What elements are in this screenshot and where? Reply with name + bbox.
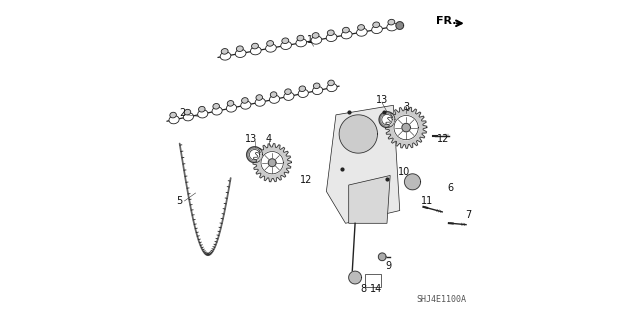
Text: 1: 1 xyxy=(307,35,314,45)
Ellipse shape xyxy=(372,26,382,33)
Ellipse shape xyxy=(282,38,289,44)
Text: 12: 12 xyxy=(436,134,449,144)
Polygon shape xyxy=(394,115,419,140)
Ellipse shape xyxy=(327,30,334,36)
Ellipse shape xyxy=(236,46,243,52)
Polygon shape xyxy=(349,175,390,223)
Text: 12: 12 xyxy=(300,175,312,185)
Ellipse shape xyxy=(227,104,237,112)
Text: 8: 8 xyxy=(360,284,366,294)
Ellipse shape xyxy=(281,41,291,49)
Text: 4: 4 xyxy=(266,134,272,144)
Text: FR.: FR. xyxy=(436,16,456,26)
Polygon shape xyxy=(349,271,362,284)
Text: 10: 10 xyxy=(399,167,411,177)
Ellipse shape xyxy=(250,47,261,55)
Text: 2: 2 xyxy=(180,108,186,118)
Ellipse shape xyxy=(255,98,265,106)
Ellipse shape xyxy=(312,86,323,94)
Text: 14: 14 xyxy=(370,284,382,294)
Text: 6: 6 xyxy=(448,183,454,193)
Polygon shape xyxy=(246,147,262,163)
Ellipse shape xyxy=(296,39,307,47)
Ellipse shape xyxy=(221,48,228,54)
Ellipse shape xyxy=(212,107,222,115)
Text: 11: 11 xyxy=(420,196,433,206)
Text: 13: 13 xyxy=(245,134,257,144)
Polygon shape xyxy=(378,253,386,261)
Ellipse shape xyxy=(269,95,280,103)
Ellipse shape xyxy=(314,83,320,89)
Polygon shape xyxy=(253,144,291,182)
Ellipse shape xyxy=(311,36,322,44)
Ellipse shape xyxy=(198,110,208,118)
Ellipse shape xyxy=(327,84,337,92)
Ellipse shape xyxy=(284,92,294,100)
Ellipse shape xyxy=(241,101,251,109)
Polygon shape xyxy=(250,150,260,160)
Ellipse shape xyxy=(252,43,259,49)
Polygon shape xyxy=(396,22,404,29)
Polygon shape xyxy=(402,123,410,132)
Ellipse shape xyxy=(183,113,193,121)
Ellipse shape xyxy=(372,22,380,28)
Ellipse shape xyxy=(270,92,277,97)
Ellipse shape xyxy=(388,19,395,25)
Text: SHJ4E1100A: SHJ4E1100A xyxy=(416,295,466,304)
Ellipse shape xyxy=(358,25,365,30)
Ellipse shape xyxy=(387,23,397,31)
Text: 5: 5 xyxy=(177,196,183,206)
Text: 3: 3 xyxy=(403,102,409,112)
Polygon shape xyxy=(261,152,284,174)
Ellipse shape xyxy=(227,100,234,106)
Polygon shape xyxy=(326,105,400,223)
Ellipse shape xyxy=(297,35,304,41)
Ellipse shape xyxy=(299,86,305,92)
Ellipse shape xyxy=(256,95,262,100)
Ellipse shape xyxy=(326,33,337,41)
Ellipse shape xyxy=(267,41,273,46)
Ellipse shape xyxy=(169,116,179,124)
Ellipse shape xyxy=(220,52,231,60)
Ellipse shape xyxy=(312,33,319,38)
Ellipse shape xyxy=(356,28,367,36)
Text: 9: 9 xyxy=(385,261,392,271)
Ellipse shape xyxy=(298,89,308,98)
Polygon shape xyxy=(404,174,420,190)
Text: 13: 13 xyxy=(376,95,388,106)
Ellipse shape xyxy=(341,31,352,39)
Text: 7: 7 xyxy=(465,210,472,220)
Ellipse shape xyxy=(328,80,334,86)
Polygon shape xyxy=(385,107,427,148)
Ellipse shape xyxy=(184,109,191,115)
Polygon shape xyxy=(339,115,378,153)
Ellipse shape xyxy=(241,98,248,103)
Polygon shape xyxy=(382,115,392,125)
Polygon shape xyxy=(379,112,395,128)
Polygon shape xyxy=(268,159,276,167)
Ellipse shape xyxy=(266,44,276,52)
Ellipse shape xyxy=(198,107,205,112)
Ellipse shape xyxy=(342,27,349,33)
Ellipse shape xyxy=(285,89,291,94)
Ellipse shape xyxy=(213,103,220,109)
Ellipse shape xyxy=(236,49,246,57)
Ellipse shape xyxy=(170,112,177,118)
Bar xyxy=(365,274,381,287)
